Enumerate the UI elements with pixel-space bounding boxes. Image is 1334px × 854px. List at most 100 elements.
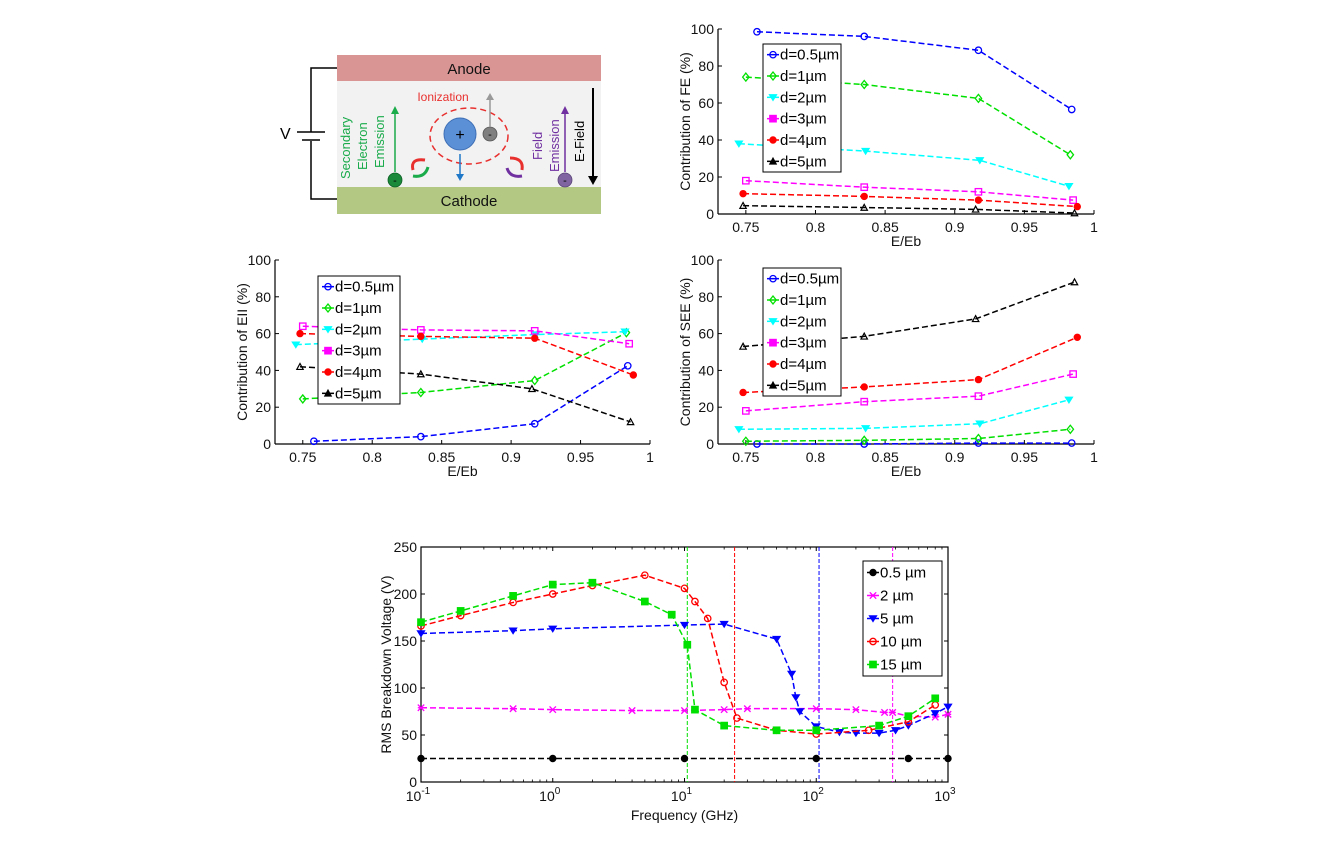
see-plot: 0 20 40 60 80 100 0.75 0.8 0.85 0.9 0.95 1 E/Eb Contr… — [677, 252, 1098, 479]
fe-data-point — [1069, 196, 1077, 204]
see-series-1 — [741, 424, 1075, 447]
see-data-point — [860, 331, 869, 340]
rms-data-point — [786, 670, 797, 679]
eii-data-point — [417, 332, 425, 341]
eii-data-point — [530, 419, 539, 428]
fe-data-point — [974, 93, 983, 104]
see-legend-label: d=3µm — [780, 335, 827, 352]
rms-data-point — [771, 635, 782, 644]
eii-ytick-label: 20 — [255, 399, 271, 415]
rms-data-point — [864, 726, 873, 735]
rms-y-axis-label: RMS Breakdown Voltage (V) — [378, 575, 394, 753]
fe-data-point — [860, 183, 869, 192]
rms-ytick-label: 0 — [409, 774, 417, 790]
rms-legend-swatch-marker — [869, 568, 877, 577]
fe-ytick-label: 100 — [691, 21, 715, 37]
see-data-point — [1070, 277, 1079, 286]
rms-xtick-label: 103 — [934, 786, 956, 804]
rms-data-point — [548, 590, 557, 598]
see-legend-swatch-marker — [769, 274, 777, 283]
fe-data-point — [739, 189, 747, 198]
anode-plate — [337, 55, 601, 81]
eii-legend: d=0.5µm d=1µm d=2µm d=3µm d=4µm d=5µm — [317, 275, 401, 405]
rms-data-point — [719, 620, 729, 629]
eii-plot: 0 20 40 60 80 100 0.75 0.8 0.85 0.9 0.95 1 E/Eb Contr… — [234, 252, 654, 479]
eii-series-5 — [295, 362, 635, 426]
rms-series-0 — [417, 754, 952, 763]
see-data-point — [734, 426, 744, 434]
ionized-electron-arrow-head — [486, 93, 494, 100]
rms-ytick-label: 50 — [401, 727, 417, 743]
eii-data-point — [629, 371, 638, 379]
rms-data-point — [680, 754, 689, 763]
see-data-point — [860, 435, 869, 446]
see-data-point — [860, 397, 869, 406]
see-legend-label: d=4µm — [780, 356, 827, 373]
see-data-point — [742, 407, 750, 415]
rms-xtick-exp: 1 — [687, 786, 693, 797]
rms-ytick-label: 200 — [394, 586, 418, 602]
rms-data-point — [904, 712, 913, 721]
rms-data-point — [509, 592, 517, 600]
rms-legend-swatch-marker — [868, 615, 878, 623]
eii-data-point — [626, 417, 635, 426]
fe-label: Field Emission — [530, 119, 562, 172]
see-xtick-label: 0.9 — [945, 449, 965, 465]
rms-data-point — [703, 614, 712, 623]
rms-legend-swatch-marker — [869, 660, 877, 669]
see-legend-swatch-marker — [768, 294, 778, 306]
rms-ytick-label: 100 — [394, 680, 418, 696]
rms-data-point — [720, 678, 729, 687]
see-series-line — [756, 442, 1072, 445]
see-series-line — [745, 428, 1071, 442]
rms-data-point — [588, 578, 597, 587]
see-data-point — [1066, 424, 1075, 435]
fe-xtick-label: 0.75 — [732, 219, 759, 235]
rms-x-axis-label: Frequency (GHz) — [631, 807, 738, 823]
rms-data-point — [720, 705, 728, 714]
fe-legend-label: d=3µm — [780, 111, 827, 128]
circuit-wire-top — [310, 67, 337, 138]
fe-series-line — [743, 204, 1075, 214]
eii-legend-label: d=3µm — [335, 343, 382, 360]
see-legend-label: d=2µm — [780, 313, 827, 330]
fe-legend-label: d=2µm — [780, 89, 827, 106]
rms-data-point — [795, 708, 805, 716]
fe-data-point — [753, 27, 761, 36]
fe-xtick-label: 1 — [1090, 219, 1098, 235]
fe-x-axis-label: E/Eb — [891, 233, 922, 249]
rms-data-point — [508, 627, 518, 635]
battery-gap — [298, 132, 326, 141]
see-legend-box — [762, 267, 842, 397]
see-data-point — [738, 342, 748, 350]
see-data-point — [860, 383, 868, 391]
eii-xtick-label: 0.8 — [362, 449, 382, 465]
eii-data-point — [291, 341, 301, 349]
fe-series-3 — [742, 176, 1077, 204]
eii-legend-label: d=4µm — [335, 364, 382, 381]
fe-xtick-label: 0.9 — [945, 219, 965, 235]
see-series-3 — [742, 370, 1077, 415]
see-data-point — [974, 433, 983, 444]
see-electron — [387, 172, 403, 188]
eii-data-point — [625, 339, 634, 348]
fe-legend-label: d=4µm — [780, 132, 827, 149]
ion-plus-sign: + — [455, 127, 464, 144]
rms-xtick-label: 101 — [671, 786, 693, 804]
fe-data-point — [860, 203, 869, 211]
see-data-point — [975, 420, 985, 428]
fe-electron — [557, 172, 573, 188]
rms-data-point — [640, 571, 649, 580]
rms-data-point — [667, 610, 676, 619]
fe-y-axis-label: Contribution of FE (%) — [677, 52, 693, 191]
rms-data-point — [943, 703, 953, 711]
eii-data-point — [296, 329, 304, 338]
eii-legend-label: d=0.5µm — [335, 279, 394, 296]
rms-data-point — [680, 584, 689, 593]
rms-data-point — [888, 708, 897, 717]
rms-series-2 — [416, 620, 953, 738]
fe-series-line — [745, 179, 1074, 201]
eii-xtick-label: 0.85 — [428, 449, 455, 465]
